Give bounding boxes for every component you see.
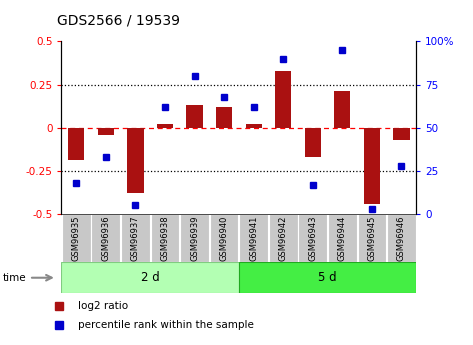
Bar (62, 214, 91, 262)
Bar (186, 105, 202, 128)
Bar (334, 91, 350, 128)
Text: GSM96944: GSM96944 (338, 215, 347, 261)
Bar (328, 214, 357, 262)
Text: 2 d: 2 d (141, 271, 159, 284)
Bar (269, 214, 298, 262)
Text: GSM96937: GSM96937 (131, 215, 140, 261)
Text: GSM96939: GSM96939 (190, 215, 199, 261)
Bar (239, 214, 268, 262)
Bar (364, 128, 380, 204)
Bar (121, 214, 150, 262)
Text: 5 d: 5 d (318, 271, 337, 284)
Bar (298, 214, 327, 262)
Text: time: time (2, 273, 26, 283)
Bar (68, 128, 84, 160)
Bar (387, 214, 416, 262)
Bar (245, 124, 262, 128)
Text: GSM96946: GSM96946 (397, 215, 406, 261)
Text: GSM96935: GSM96935 (72, 215, 81, 261)
Text: GSM96943: GSM96943 (308, 215, 317, 261)
Text: GDS2566 / 19539: GDS2566 / 19539 (57, 13, 180, 28)
Bar (358, 214, 386, 262)
Bar (239, 262, 416, 293)
Bar (305, 128, 321, 157)
Bar (150, 214, 179, 262)
Text: GSM96941: GSM96941 (249, 215, 258, 261)
Text: GSM96938: GSM96938 (160, 215, 169, 261)
Bar (394, 128, 410, 140)
Bar (275, 71, 291, 128)
Bar (127, 128, 143, 193)
Text: log2 ratio: log2 ratio (78, 300, 128, 310)
Text: GSM96936: GSM96936 (101, 215, 110, 261)
Text: GSM96945: GSM96945 (368, 215, 377, 261)
Text: percentile rank within the sample: percentile rank within the sample (78, 319, 254, 329)
Bar (180, 214, 209, 262)
Bar (216, 107, 232, 128)
Text: GSM96940: GSM96940 (219, 215, 228, 261)
Text: GSM96942: GSM96942 (279, 215, 288, 261)
Bar (91, 214, 120, 262)
Bar (210, 214, 238, 262)
Bar (98, 128, 114, 135)
Bar (157, 124, 173, 128)
Bar (61, 262, 239, 293)
